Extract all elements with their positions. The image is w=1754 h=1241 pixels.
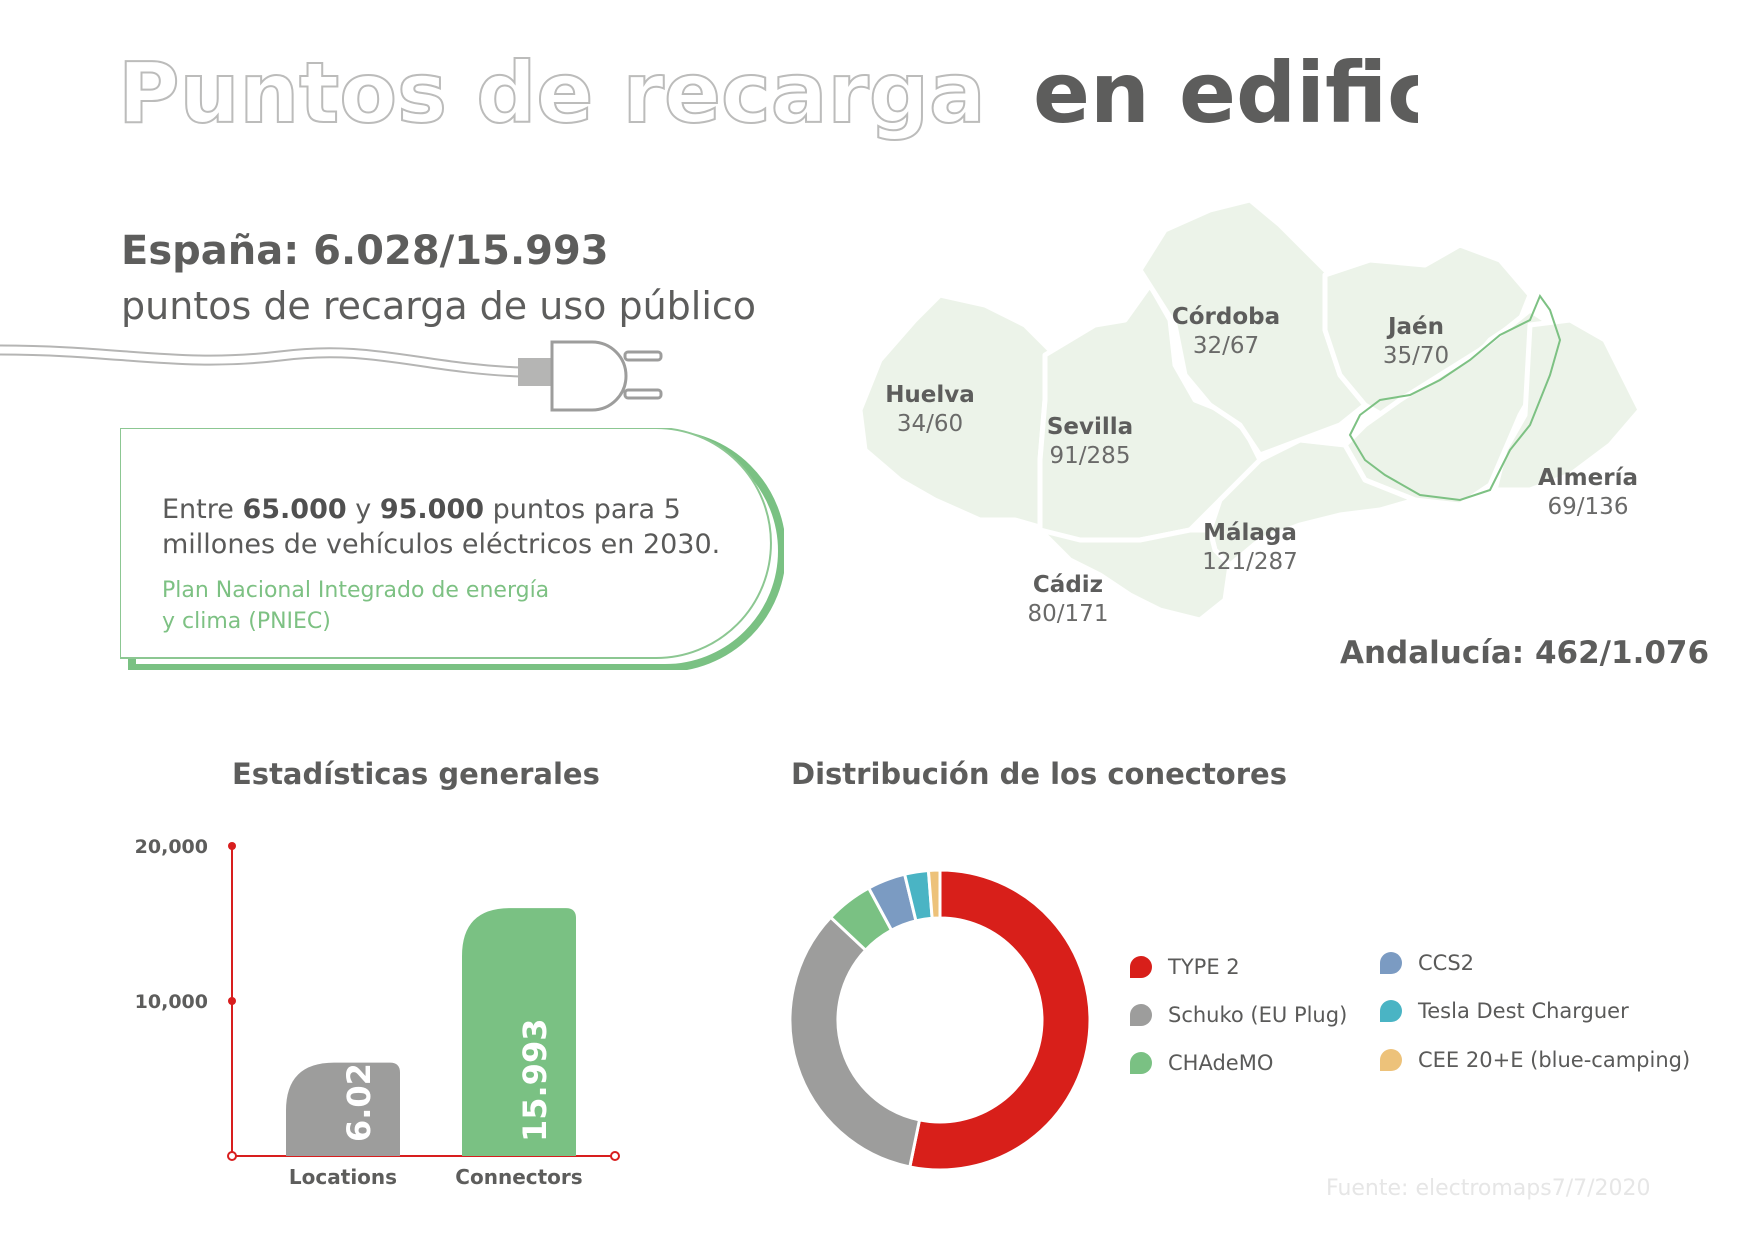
y-tick-marker: [228, 842, 236, 850]
info-text-mid: y: [346, 494, 380, 525]
legend-swatch: [1380, 1000, 1402, 1022]
bar-chart-title: Estadísticas generales: [232, 757, 600, 791]
region-malaga: Málaga 121/287: [1202, 520, 1298, 575]
region-huelva: Huelva 34/60: [885, 382, 975, 437]
spain-total-heading: España: 6.028/15.993: [121, 228, 609, 274]
bar-chart: 10,000 20,000 6.028 Locations 15.993 Connecto…: [135, 836, 620, 1189]
legend-label: CHAdeMO: [1168, 1051, 1274, 1075]
legend-label: Schuko (EU Plug): [1168, 1003, 1348, 1027]
info-number-min: 65.000: [242, 494, 347, 525]
info-box-source: Plan Nacional Integrado de energía y cli…: [162, 575, 722, 637]
info-source-line2: y clima (PNIEC): [162, 609, 331, 634]
info-box-frame: [120, 428, 784, 670]
page-title: Puntos de recarga en edificios: [118, 43, 1418, 143]
axis-origin-marker: [227, 1151, 237, 1161]
legend-swatch: [1380, 952, 1402, 974]
info-text-pre: Entre: [162, 494, 243, 525]
info-source-line1: Plan Nacional Integrado de energía: [162, 578, 550, 603]
legend-swatch: [1130, 1004, 1152, 1026]
title-bold: en edificios: [1033, 44, 1418, 142]
legend-item: CCS2: [1380, 951, 1474, 975]
donut-slice: [788, 915, 922, 1169]
legend-label: CCS2: [1418, 951, 1475, 975]
legend-item: TYPE 2: [1130, 955, 1240, 979]
y-tick-marker: [228, 997, 236, 1005]
legend-swatch: [1130, 956, 1152, 978]
legend-item: CEE 20+E (blue-camping): [1380, 1048, 1690, 1072]
plug-icon: [0, 340, 663, 412]
legend-item: CHAdeMO: [1130, 1051, 1273, 1075]
map-region-almeria: [1492, 317, 1643, 493]
donut-legend: TYPE 2 Schuko (EU Plug) CHAdeMO CCS2 Tesla D…: [1130, 951, 1730, 1115]
andalucia-map: [857, 200, 1643, 623]
source-credit: Fuente: electromaps7/7/2020: [1326, 1176, 1651, 1201]
region-almeria: Almería 69/136: [1538, 465, 1638, 520]
title-light: Puntos de recarga: [118, 44, 986, 142]
y-tick-label: 10,000: [135, 991, 208, 1013]
andalucia-total: Andalucía: 462/1.076: [1340, 635, 1710, 671]
legend-label: TYPE 2: [1168, 955, 1240, 979]
bar-value-label: 6.028: [340, 1041, 378, 1142]
x-axis-end-marker: [610, 1151, 620, 1161]
x-category-label: Connectors: [455, 1165, 582, 1189]
x-category-label: Locations: [289, 1165, 397, 1189]
bar-connectors: [462, 908, 576, 1156]
region-cadiz: Cádiz 80/171: [1027, 572, 1109, 627]
donut-slice: [908, 868, 1092, 1172]
donut-slice: [926, 868, 942, 920]
legend-item: Tesla Dest Charguer: [1380, 999, 1629, 1023]
legend-swatch: [1130, 1052, 1152, 1074]
map-granada-outline: [1348, 293, 1562, 502]
region-jaen: Jaén 35/70: [1382, 314, 1450, 369]
info-text-post: puntos para 5 millones de vehículos eléc…: [162, 494, 721, 560]
legend-label: CEE 20+E (blue-camping): [1418, 1048, 1691, 1072]
bar-locations: [286, 1062, 400, 1156]
y-tick-label: 20,000: [135, 836, 208, 858]
map-region-cadiz: [1037, 527, 1233, 623]
donut-chart-title: Distribución de los conectores: [791, 757, 1287, 791]
info-number-max: 95.000: [379, 494, 485, 525]
region-cordoba: Córdoba 32/67: [1171, 304, 1281, 359]
info-box-text: Entre 65.000 y 95.000 puntos para 5 mill…: [162, 492, 762, 562]
bar-value-label: 15.993: [516, 1019, 554, 1142]
svg-text:Puntos de recarga en edifi: Puntos de recarga en edificios: [118, 44, 1418, 142]
legend-swatch: [1380, 1049, 1402, 1071]
spain-total-subtitle: puntos de recarga de uso público: [121, 284, 757, 328]
donut-chart: [788, 868, 1092, 1172]
legend-item: Schuko (EU Plug): [1130, 1003, 1347, 1027]
legend-label: Tesla Dest Charguer: [1418, 999, 1629, 1023]
region-sevilla: Sevilla 91/285: [1046, 414, 1134, 469]
